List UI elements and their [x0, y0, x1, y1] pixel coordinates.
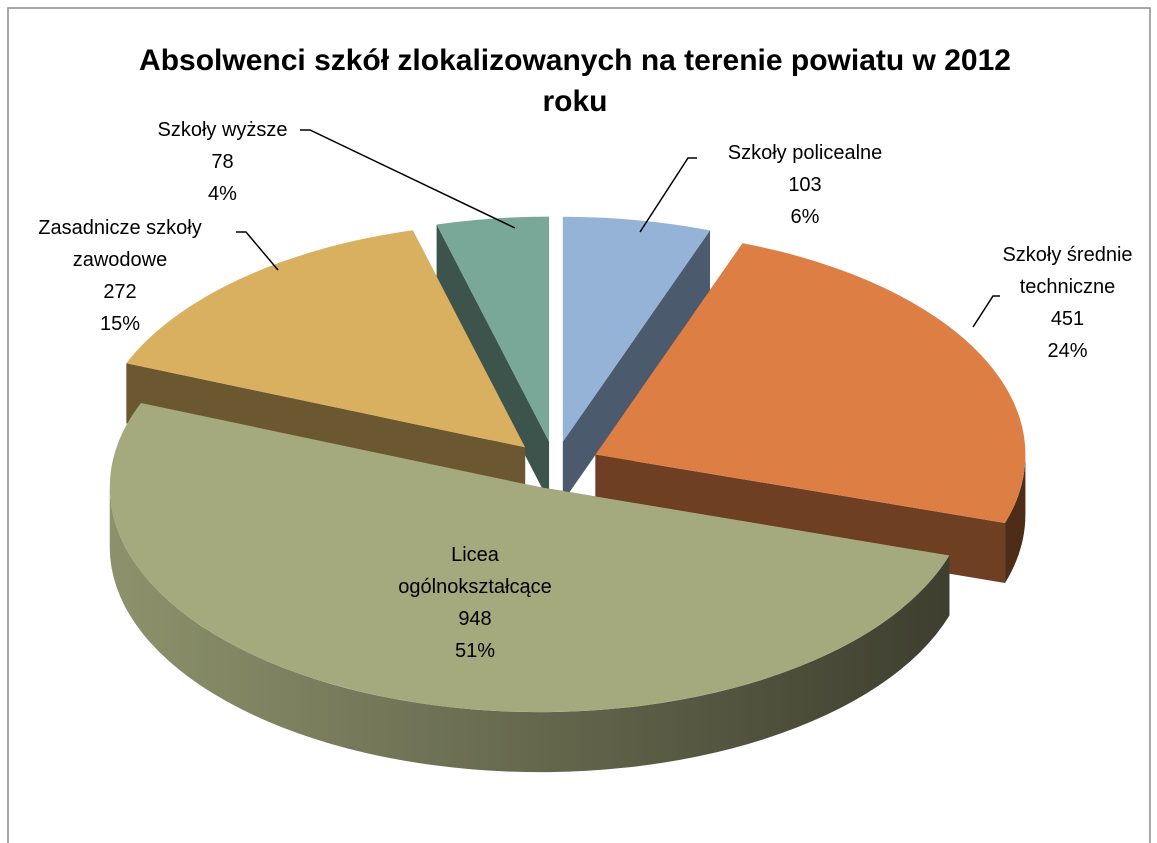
- data-label: Szkoły policealne 103 6%: [690, 137, 920, 233]
- leader-line: [972, 295, 1000, 328]
- slice: [109, 402, 950, 713]
- data-label: Szkoły wyższe 78 4%: [130, 114, 315, 210]
- label-percent: 6%: [790, 206, 820, 228]
- label-name: Licea ogólnokształcące: [398, 544, 552, 598]
- label-name: Szkoły średnie techniczne: [1002, 244, 1133, 298]
- label-percent: 4%: [208, 183, 237, 205]
- leader-line: [300, 129, 516, 229]
- label-percent: 15%: [99, 313, 141, 335]
- slice: [436, 216, 550, 442]
- label-name: Szkoły wyższe: [157, 119, 288, 141]
- slice-side: [436, 224, 550, 502]
- label-value: 78: [211, 151, 234, 173]
- data-label: Szkoły średnie techniczne 451 24%: [985, 239, 1150, 367]
- label-name: Zasadnicze szkoły zawodowe: [38, 217, 202, 271]
- label-percent: 51%: [454, 640, 496, 662]
- slice-wall: [109, 487, 950, 773]
- label-value: 272: [103, 281, 137, 303]
- leader-line: [639, 157, 697, 233]
- slice: [562, 216, 711, 442]
- label-value: 948: [458, 608, 492, 630]
- label-name: Szkoły policealne: [727, 142, 883, 164]
- data-label: Zasadnicze szkoły zawodowe 272 15%: [20, 212, 220, 340]
- chart-title: Absolwenci szkół zlokalizowanych na tere…: [139, 44, 1011, 118]
- label-percent: 24%: [1047, 340, 1088, 362]
- slice: [126, 230, 526, 448]
- slice-side: [562, 230, 711, 502]
- slice-wall: [1005, 454, 1026, 583]
- data-label: Licea ogólnokształcące 948 51%: [380, 539, 570, 667]
- label-value: 103: [788, 174, 822, 196]
- chart-border: [7, 7, 1151, 843]
- slice: [595, 243, 1026, 523]
- leader-line: [236, 231, 279, 271]
- pie: [109, 216, 1026, 773]
- label-value: 451: [1050, 308, 1085, 330]
